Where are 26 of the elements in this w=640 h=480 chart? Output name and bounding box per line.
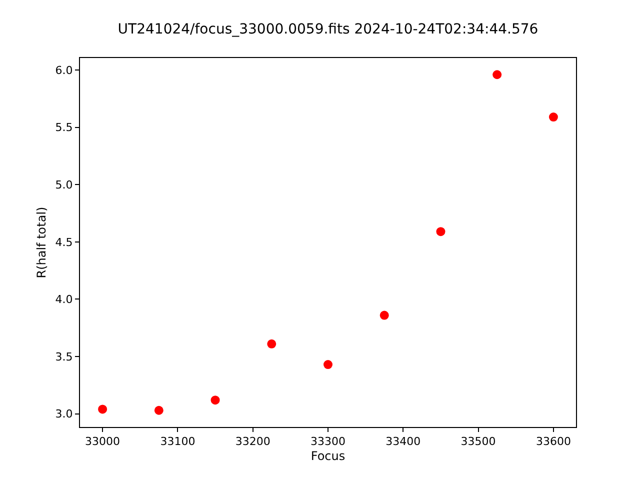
y-tick-label: 5.0 <box>55 178 73 192</box>
y-tick-label: 4.5 <box>55 236 73 249</box>
x-tick-label: 33600 <box>536 435 571 448</box>
point <box>324 360 332 370</box>
y-tick-label: 3.5 <box>55 350 73 364</box>
x-tick-label: 33300 <box>310 435 346 448</box>
x-tick-label: 33200 <box>235 435 270 448</box>
x-tick-label: 33000 <box>85 435 120 448</box>
point <box>436 227 446 236</box>
y-tick-label: 3.0 <box>55 408 73 421</box>
point <box>380 310 389 320</box>
x-tick-label: 33500 <box>460 435 496 448</box>
x-tick-label: 33400 <box>386 435 421 448</box>
point <box>98 404 108 414</box>
point <box>210 396 220 405</box>
point <box>492 70 502 80</box>
point <box>267 339 276 348</box>
point <box>548 112 558 122</box>
y-tick-label: 4.0 <box>55 293 73 306</box>
y-tick-label: 5.5 <box>55 121 73 134</box>
x-tick-label: 33100 <box>160 435 196 448</box>
point <box>154 406 164 415</box>
y-axis-title: R(half total) <box>34 206 49 278</box>
y-tick-label: 6.0 <box>55 64 73 77</box>
chart-title: UT241024/focus_33000.0059.fits 2024-10-24T02:34:44.576 <box>118 22 538 38</box>
x-axis-title: Focus <box>310 449 346 464</box>
